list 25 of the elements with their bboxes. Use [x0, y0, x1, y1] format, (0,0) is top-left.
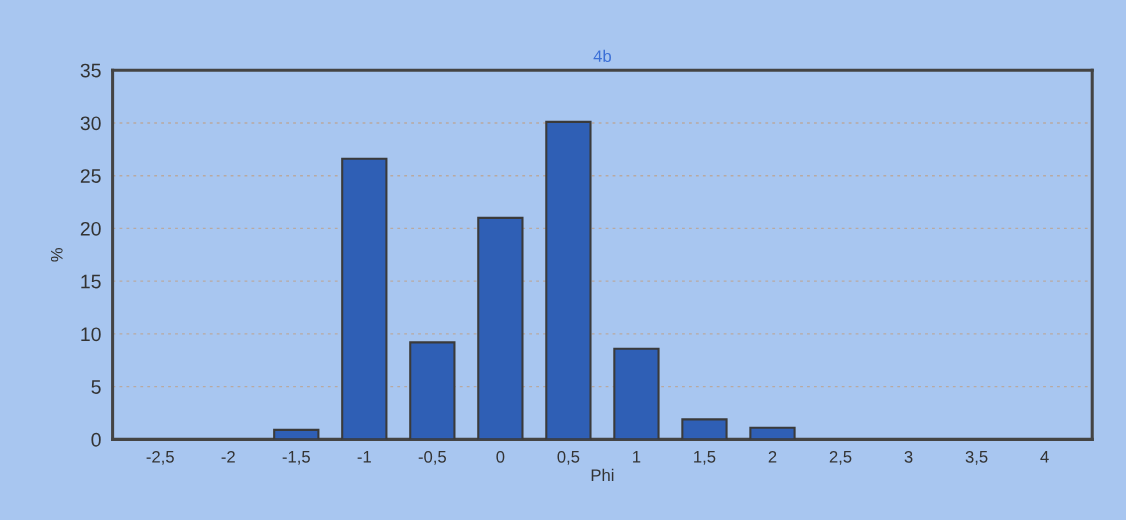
x-tick-label: -2,5 — [146, 450, 174, 465]
y-tick-label: 20 — [80, 221, 101, 236]
chart-title: 4b — [593, 49, 611, 63]
x-tick-label: 3 — [904, 450, 913, 463]
y-tick-label: 30 — [80, 116, 101, 131]
x-tick-label: -2 — [221, 450, 235, 463]
x-axis-title: Phi — [591, 468, 614, 481]
x-tick-label: 2 — [768, 450, 777, 463]
x-tick-label: -1 — [357, 451, 371, 463]
y-tick-label: 25 — [80, 169, 101, 183]
x-tick-label: 3,5 — [965, 450, 988, 465]
y-tick-label: 10 — [81, 327, 101, 342]
x-tick-label: 1,5 — [694, 451, 716, 465]
x-tick-label: 0,5 — [557, 450, 580, 465]
x-tick-label: 1 — [633, 451, 641, 463]
y-tick-label: 5 — [91, 380, 101, 394]
x-tick-label: 4 — [1040, 451, 1049, 463]
x-tick-label: 0 — [496, 450, 505, 463]
y-tick-label: 15 — [81, 274, 101, 289]
x-tick-label: -0,5 — [418, 450, 446, 465]
x-tick-label: 2,5 — [829, 450, 852, 465]
y-tick-label: 35 — [80, 63, 101, 78]
y-tick-label: 0 — [91, 432, 101, 447]
x-tick-label: -1,5 — [282, 451, 310, 465]
y-axis-title: % — [50, 247, 63, 262]
